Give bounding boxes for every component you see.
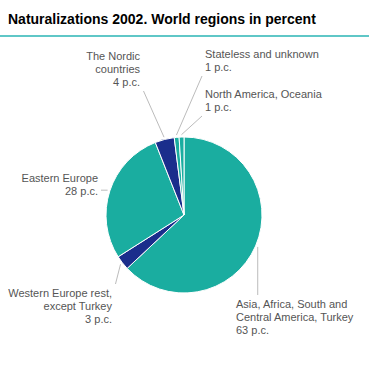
slice-label: Eastern Europe28 p.c.: [22, 172, 98, 197]
slice-label-line: 1 p.c.: [205, 101, 232, 113]
slice-label-line: Western Europe rest,: [8, 287, 112, 299]
slice-label-line: 3 p.c.: [85, 313, 112, 325]
slice-label-line: 28 p.c.: [65, 185, 98, 197]
chart: Naturalizations 2002. World regions in p…: [0, 0, 369, 372]
slice-label-line: The Nordic: [86, 50, 140, 62]
slice-label: Asia, Africa, South andCentral America, …: [236, 298, 354, 336]
slice-label: The Nordiccountries4 p.c.: [86, 50, 140, 88]
slice: [155, 138, 184, 215]
leader-line: [257, 247, 258, 295]
slice-label-line: countries: [95, 63, 140, 75]
slice: [179, 137, 184, 215]
title: Naturalizations 2002. World regions in p…: [8, 11, 316, 27]
slice-label-line: Asia, Africa, South and: [236, 298, 347, 310]
labels: Asia, Africa, South andCentral America, …: [8, 48, 354, 336]
slice-label: Western Europe rest,except Turkey3 p.c.: [8, 287, 112, 325]
slice-label-line: Central America, Turkey: [236, 311, 354, 323]
leader-line: [144, 91, 165, 137]
leader-line: [176, 76, 202, 135]
slices: [106, 137, 262, 293]
slice: [174, 137, 184, 215]
slice-label-line: North America, Oceania: [205, 88, 323, 100]
leader-line: [181, 116, 202, 135]
leader-lines: [101, 76, 258, 295]
slice-label: Stateless and unknown1 p.c.: [205, 48, 319, 73]
leader-line: [101, 190, 108, 191]
slice-label: North America, Oceania1 p.c.: [205, 88, 323, 113]
slice-label-line: 1 p.c.: [205, 61, 232, 73]
slice-label-line: 63 p.c.: [236, 324, 269, 336]
slice-label-line: except Turkey: [44, 300, 113, 312]
slice-label-line: Eastern Europe: [22, 172, 98, 184]
slice-label-line: Stateless and unknown: [205, 48, 319, 60]
leader-line: [115, 264, 120, 284]
title-rule: [0, 35, 369, 37]
slice-label-line: 4 p.c.: [113, 76, 140, 88]
